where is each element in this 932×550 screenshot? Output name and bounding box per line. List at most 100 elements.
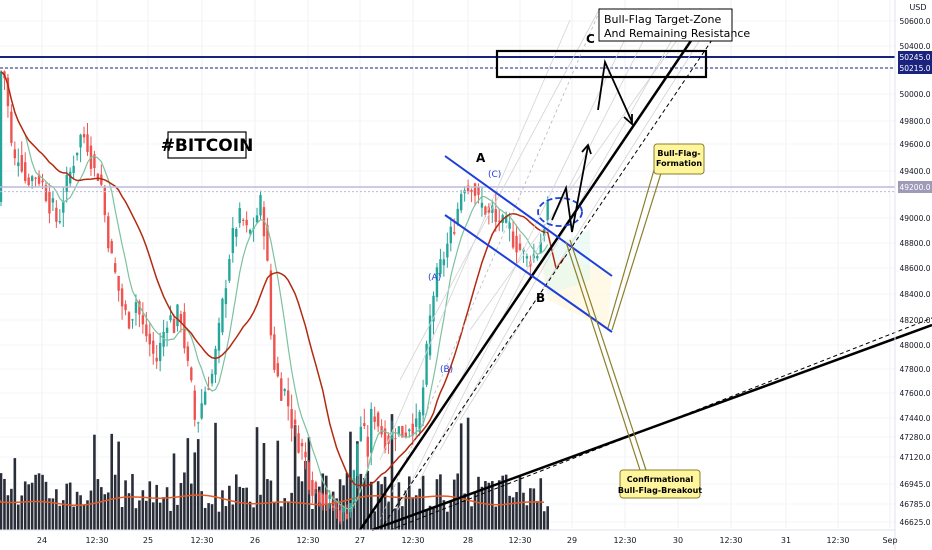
price-tick-label: 48400.0 [899, 290, 930, 299]
volume-bar [238, 486, 242, 530]
volume-bar [273, 502, 276, 530]
volume-bar [484, 481, 487, 530]
candle-body [307, 462, 311, 490]
time-tick-label: 12:30 [508, 536, 531, 545]
price-tick-label: 46785.0 [899, 500, 930, 509]
volume-bar [89, 490, 93, 530]
volume-bar [193, 452, 197, 530]
wave-label-c: C [586, 32, 595, 46]
volume-bar [186, 438, 190, 530]
candle-body [197, 422, 200, 424]
volume-bar [435, 479, 439, 530]
volume-average-line [0, 494, 545, 507]
target-zone-label-box [598, 8, 733, 42]
candle-body [117, 275, 120, 291]
candle-body [491, 205, 494, 213]
candle-body [539, 241, 542, 254]
volume-bar [228, 485, 231, 530]
price-tick-label: 50600.0 [899, 17, 930, 26]
projection-line [419, 7, 661, 481]
wave-label-sub-c: (C) [488, 170, 501, 180]
candle-body [325, 494, 328, 505]
volume-bar [179, 482, 183, 530]
volume-bar [96, 479, 100, 530]
price-tick-label: 49000.0 [899, 214, 930, 223]
candle-body [231, 228, 235, 254]
volume-bar [207, 503, 210, 530]
price-tag-label: 49200.0 [899, 183, 930, 192]
price-tag-label: 50215.0 [899, 64, 930, 73]
flag-formation-line1: Bull-Flag- [657, 149, 700, 158]
candle-body [439, 259, 442, 275]
candle-body [487, 206, 491, 213]
volume-bar [501, 475, 504, 530]
candle-body [425, 343, 428, 385]
candle-body [120, 288, 124, 307]
volume-bar [214, 422, 217, 530]
candle-body [93, 154, 96, 169]
candle-body [255, 215, 259, 223]
candle-body [404, 432, 408, 437]
volume-bar [363, 478, 366, 530]
candle-body [484, 206, 487, 215]
candle-body [373, 416, 376, 422]
candle-body [432, 295, 435, 322]
candle-body [55, 207, 58, 222]
volume-bar [10, 488, 13, 530]
callout-leader [607, 169, 655, 329]
candle-body [245, 219, 248, 226]
wave-label-b: B [536, 291, 545, 305]
volume-bar [397, 482, 401, 530]
volume-bar [79, 495, 82, 530]
candle-body [366, 436, 369, 457]
volume-bar [127, 493, 131, 530]
time-tick-label: 28 [463, 536, 473, 545]
candle-body [273, 334, 276, 370]
volume-bar [300, 481, 304, 530]
candle-body [228, 258, 231, 281]
volume-bar [55, 489, 58, 530]
candle-body [131, 319, 134, 321]
projection-line [469, 7, 701, 331]
callout-leader [611, 169, 663, 331]
candle-body [498, 220, 501, 222]
volume-bar [366, 470, 370, 530]
price-tick-label: 47440.0 [899, 414, 930, 423]
candle-body [72, 165, 75, 174]
arrow-head [581, 143, 592, 155]
volume-bar [82, 504, 86, 530]
volume-bar [446, 511, 449, 530]
candle-body [242, 219, 245, 221]
target-path [597, 58, 633, 123]
volume-bar [131, 473, 134, 530]
volume-bar [376, 481, 380, 530]
candle-body [183, 311, 186, 349]
candle-body [134, 302, 138, 313]
candle-body [113, 263, 117, 273]
candle-body [10, 111, 13, 143]
candle-body [356, 443, 359, 476]
volume-bar [183, 472, 186, 530]
volume-bar [169, 510, 172, 530]
price-tick-label: 47600.0 [899, 389, 930, 398]
time-tick-label: 29 [567, 536, 577, 545]
volume-bar [148, 481, 152, 530]
candle-body [179, 314, 183, 323]
time-tick-label: 12:30 [826, 536, 849, 545]
slow-moving-average [0, 71, 565, 487]
candle-body [110, 241, 113, 254]
candle-body [186, 346, 190, 361]
volume-bar [231, 504, 235, 530]
candle-body [473, 183, 477, 196]
candle-body [394, 438, 397, 440]
volume-bar [542, 511, 546, 530]
candle-body [435, 267, 439, 298]
volume-bar [286, 501, 290, 530]
candlesticks [0, 70, 549, 525]
volume-bar [293, 425, 297, 530]
volume-bar [44, 481, 48, 530]
breakout-callout [619, 469, 701, 499]
candle-body [82, 134, 86, 138]
volume-bar [515, 491, 518, 530]
